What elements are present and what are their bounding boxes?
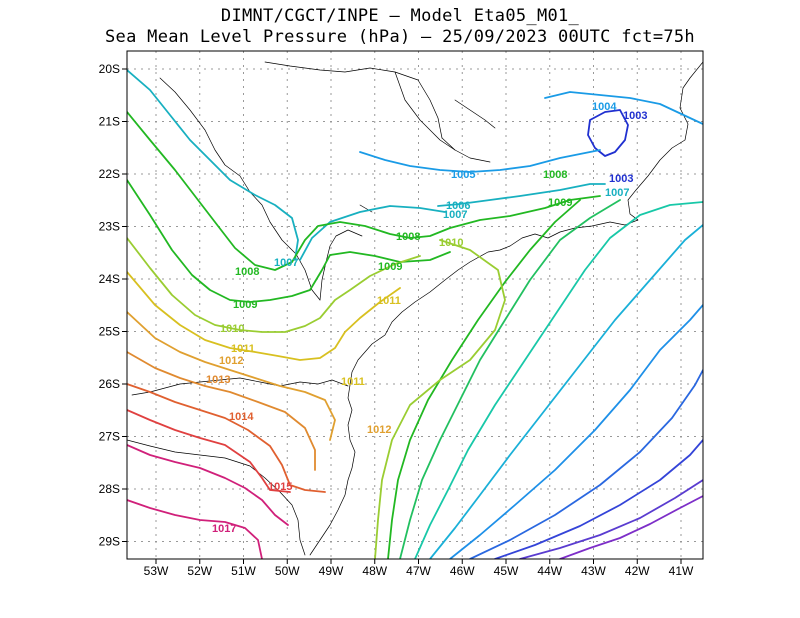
longitude-label: 45W	[494, 564, 519, 578]
isobar-label: 1007	[443, 209, 467, 221]
longitude-label: 42W	[625, 564, 650, 578]
isobar-label: 1010	[439, 237, 463, 249]
longitude-label: 46W	[450, 564, 475, 578]
map-title-line-1: DIMNT/CGCT/INPE – Model Eta05_M01_	[220, 6, 580, 26]
isobar-label: 1009	[548, 197, 572, 209]
latitude-label: 29S	[99, 535, 120, 549]
latitude-label: 22S	[99, 167, 120, 181]
axis-ticks	[122, 68, 682, 564]
longitude-label: 41W	[669, 564, 694, 578]
latitude-label: 24S	[99, 272, 120, 286]
isobar-label: 1007	[274, 257, 298, 269]
longitude-label: 47W	[406, 564, 431, 578]
longitude-label: 51W	[231, 564, 256, 578]
isobar-label: 1007	[605, 187, 629, 199]
isobar-label: 1011	[377, 295, 401, 307]
isobar-label: 1011	[341, 376, 365, 388]
isobar-label: 1005	[451, 169, 475, 181]
isobar-label: 1003	[609, 173, 633, 185]
longitude-label: 43W	[581, 564, 606, 578]
latitude-labels: 20S 21S 22S 23S 24S 25S 26S 27S 28S 29S	[99, 62, 120, 549]
longitude-label: 48W	[362, 564, 387, 578]
isobar-label: 1009	[378, 261, 402, 273]
longitude-label: 44W	[537, 564, 562, 578]
isobar-label: 1004	[592, 101, 617, 113]
isobar-label: 1009	[233, 299, 257, 311]
longitude-labels: 53W 52W 51W 50W 49W 48W 47W 46W 45W 44W 43W 42W 41W	[144, 564, 694, 578]
isobar-label: 1003	[623, 110, 647, 122]
lat-lon-grid	[127, 51, 703, 559]
isobar-label: 1012	[367, 424, 391, 436]
isobar-label: 1017	[212, 523, 236, 535]
longitude-label: 50W	[275, 564, 300, 578]
latitude-label: 28S	[99, 482, 120, 496]
latitude-label: 23S	[99, 220, 120, 234]
latitude-label: 26S	[99, 377, 120, 391]
isobar-label: 1010	[220, 323, 244, 335]
longitude-label: 49W	[319, 564, 344, 578]
isobar-label: 1008	[396, 231, 420, 243]
latitude-label: 25S	[99, 325, 120, 339]
isobar-label: 1014	[229, 411, 254, 423]
latitude-label: 21S	[99, 115, 120, 129]
coastline-and-borders	[127, 61, 703, 556]
isobar-label: 1006	[446, 200, 470, 212]
isobar-lines	[127, 69, 703, 559]
latitude-label: 20S	[99, 62, 120, 76]
plot-frame	[126, 50, 704, 560]
isobar-label: 1015	[268, 481, 292, 493]
isobar-label: 1011	[231, 343, 255, 355]
latitude-label: 27S	[99, 430, 120, 444]
isobar-label: 1013	[206, 374, 230, 386]
isobar-labels: 1003 1003 1004 1005 1006 1007 1007 1007 …	[206, 101, 647, 535]
map-title-line-2: Sea Mean Level Pressure (hPa) – 25/09/20…	[105, 27, 695, 47]
longitude-label: 52W	[187, 564, 212, 578]
longitude-label: 53W	[144, 564, 169, 578]
isobar-label: 1008	[235, 266, 259, 278]
isobar-label: 1012	[219, 355, 243, 367]
isobar-label: 1008	[543, 169, 567, 181]
